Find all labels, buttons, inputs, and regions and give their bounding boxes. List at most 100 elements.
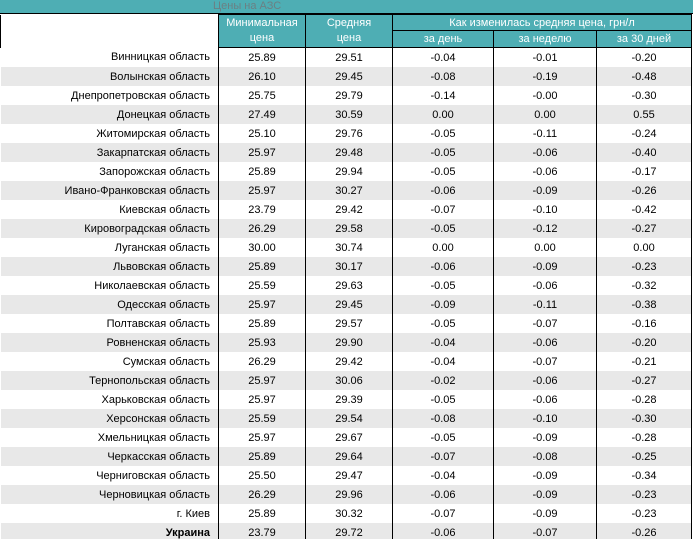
min-price-cell: 26.29 (218, 485, 306, 504)
region-name-cell: Львовская область (0, 257, 219, 276)
change-month-cell: -0.16 (596, 314, 692, 333)
change-week-cell: -0.09 (493, 181, 597, 200)
change-month-cell: -0.17 (596, 162, 692, 181)
table-title: Цены на АЗС (0, 0, 693, 14)
change-week-cell: -0.00 (493, 86, 597, 105)
table-row: Херсонская область 25.59 29.54 -0.08 -0.10 -0… (0, 409, 692, 428)
min-price-cell: 25.97 (218, 181, 306, 200)
change-month-cell: -0.26 (596, 523, 692, 539)
change-day-cell: -0.05 (392, 390, 494, 409)
region-name-cell: Черновицкая область (0, 485, 219, 504)
region-name-cell: Кировоградская область (0, 219, 219, 238)
table-row: Черновицкая область 26.29 29.96 -0.06 -0.09-… (0, 485, 692, 504)
table-row: Черниговская область 25.50 29.47 -0.04 -0.09… (0, 466, 692, 485)
corner-cell (0, 14, 219, 48)
avg-price-cell: 29.96 (305, 485, 393, 504)
table-row: г. Киев 25.89 30.32 -0.07 -0.09 -0.23 (0, 504, 692, 523)
region-name-cell: Полтавская область (0, 314, 219, 333)
region-name-cell: Запорожская область (0, 162, 219, 181)
col-header-change-week: за неделю (493, 30, 597, 48)
change-month-cell: -0.27 (596, 371, 692, 390)
change-day-cell: -0.06 (392, 181, 494, 200)
min-price-cell: 25.97 (218, 143, 306, 162)
change-week-cell: 0.00 (493, 238, 597, 257)
change-day-cell: -0.09 (392, 295, 494, 314)
table-row: Закарпатская область 25.97 29.48 -0.05 -0.06… (0, 143, 692, 162)
table-row: Донецкая область 27.49 30.59 0.00 0.00 0.55 (0, 105, 692, 124)
table-header: Минимальная цена Средняя цена Как измени… (0, 14, 692, 48)
change-month-cell: -0.27 (596, 219, 692, 238)
avg-price-cell: 29.45 (305, 295, 393, 314)
avg-price-cell: 29.45 (305, 67, 393, 86)
change-week-cell: -0.07 (493, 314, 597, 333)
avg-price-cell: 29.57 (305, 314, 393, 333)
change-month-cell: -0.23 (596, 504, 692, 523)
min-price-cell: 25.75 (218, 86, 306, 105)
min-price-cell: 26.10 (218, 67, 306, 86)
change-day-cell: -0.04 (392, 333, 494, 352)
change-month-cell: -0.25 (596, 447, 692, 466)
avg-price-cell: 30.17 (305, 257, 393, 276)
change-week-cell: -0.10 (493, 200, 597, 219)
change-week-cell: -0.06 (493, 333, 597, 352)
change-day-cell: -0.08 (392, 409, 494, 428)
avg-price-cell: 29.67 (305, 428, 393, 447)
region-name-cell: Ивано-Франковская область (0, 181, 219, 200)
region-name-cell: Киевская область (0, 200, 219, 219)
min-price-cell: 26.29 (218, 352, 306, 371)
avg-price-cell: 29.42 (305, 200, 393, 219)
change-day-cell: -0.07 (392, 504, 494, 523)
region-name-cell: Ровненская область (0, 333, 219, 352)
change-month-cell: -0.28 (596, 428, 692, 447)
region-name-cell: Винницкая область (0, 47, 219, 67)
avg-price-cell: 30.06 (305, 371, 393, 390)
avg-price-cell: 29.94 (305, 162, 393, 181)
change-month-cell: -0.20 (596, 333, 692, 352)
avg-price-cell: 29.51 (305, 47, 393, 67)
change-day-cell: -0.08 (392, 67, 494, 86)
change-month-cell: -0.30 (596, 409, 692, 428)
table-row: Луганская область 30.00 30.74 0.00 0.00 0.00 (0, 238, 692, 257)
change-month-cell: 0.00 (596, 238, 692, 257)
min-price-cell: 25.59 (218, 409, 306, 428)
change-day-cell: -0.05 (392, 124, 494, 143)
col-header-avg-price: Средняя цена (305, 14, 393, 48)
change-week-cell: -0.09 (493, 504, 597, 523)
change-month-cell: 0.55 (596, 105, 692, 124)
min-price-cell: 27.49 (218, 105, 306, 124)
change-week-cell: -0.11 (493, 295, 597, 314)
min-price-cell: 25.59 (218, 276, 306, 295)
avg-price-cell: 30.74 (305, 238, 393, 257)
change-week-cell: -0.09 (493, 257, 597, 276)
change-day-cell: -0.04 (392, 47, 494, 67)
change-month-cell: -0.40 (596, 143, 692, 162)
change-month-cell: -0.23 (596, 257, 692, 276)
min-price-cell: 25.50 (218, 466, 306, 485)
table-row: Тернопольская область 25.97 30.06 -0.02 -0.0… (0, 371, 692, 390)
change-day-cell: -0.05 (392, 428, 494, 447)
change-week-cell: -0.19 (493, 67, 597, 86)
avg-price-cell: 29.90 (305, 333, 393, 352)
table-row: Украина 23.79 29.72 -0.06 -0.07 -0.26 (0, 523, 692, 539)
region-name-cell: Хмельницкая область (0, 428, 219, 447)
change-day-cell: -0.07 (392, 200, 494, 219)
change-month-cell: -0.28 (596, 390, 692, 409)
region-name-cell: Украина (0, 523, 219, 539)
col-header-change-day: за день (392, 30, 494, 48)
region-name-cell: Волынская область (0, 67, 219, 86)
change-month-cell: -0.42 (596, 200, 692, 219)
region-name-cell: г. Киев (0, 504, 219, 523)
min-price-cell: 25.89 (218, 447, 306, 466)
min-price-cell: 25.93 (218, 333, 306, 352)
region-name-cell: Луганская область (0, 238, 219, 257)
region-name-cell: Черкасская область (0, 447, 219, 466)
avg-price-cell: 30.59 (305, 105, 393, 124)
region-name-cell: Днепропетровская область (0, 86, 219, 105)
avg-price-cell: 29.72 (305, 523, 393, 539)
avg-price-cell: 29.54 (305, 409, 393, 428)
change-day-cell: -0.05 (392, 143, 494, 162)
min-price-cell: 25.89 (218, 314, 306, 333)
change-month-cell: -0.34 (596, 466, 692, 485)
col-header-change-group: Как изменилась средняя цена, грн/л (392, 14, 692, 31)
